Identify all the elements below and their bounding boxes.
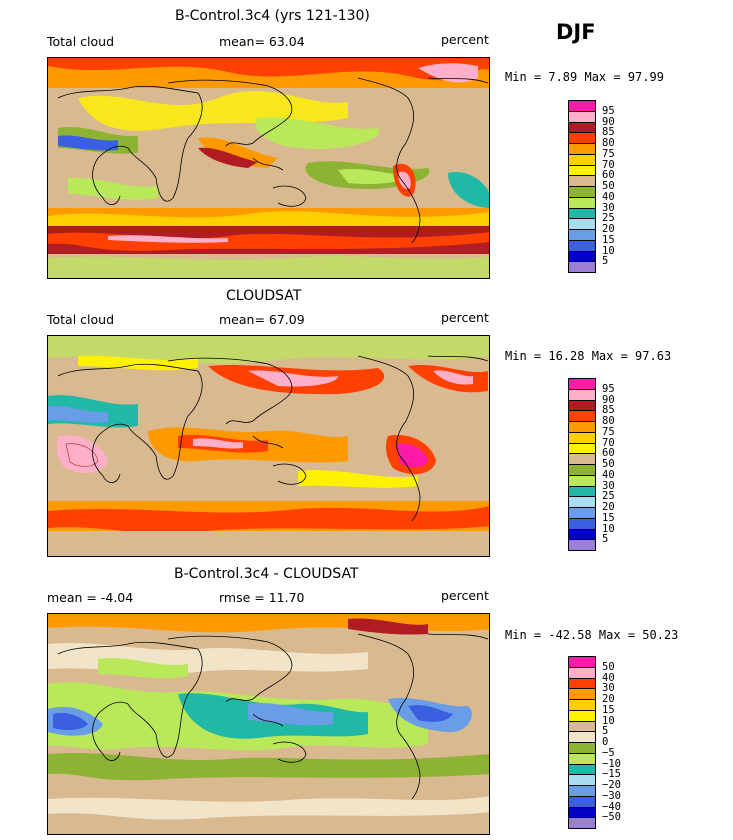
colorbar-level-label: 15 [602,511,615,524]
panel-minmax: Min = 16.28 Max = 97.63 [505,349,672,363]
map-model-field [48,58,489,278]
panel-minmax: Min = 7.89 Max = 97.99 [505,70,664,84]
colorbar-level-label: 5 [602,533,609,546]
colorbar-level-label: −15 [602,768,621,781]
panel-units: percent [441,310,489,325]
colorbar-swatch [568,817,596,829]
colorbar-level-label: 90 [602,393,615,406]
panel-center-label: rmse = 11.70 [219,590,305,605]
colorbar-level-label: 0 [602,736,609,748]
colorbar-level-label: 10 [602,714,615,727]
panel-minmax: Min = -42.58 Max = 50.23 [505,628,679,642]
colorbar-level-label: 60 [602,447,615,460]
colorbar-level-label: 5 [602,255,609,268]
map-diff-field [48,614,489,834]
colorbar-level-label: 85 [602,404,615,417]
colorbar-level-label: 40 [602,671,615,684]
colorbar-level-label: 20 [602,501,615,513]
map-obs [47,335,490,557]
colorbar-level-label: 5 [602,725,609,738]
colorbar-level-label: 80 [602,137,615,149]
colorbar-level-label: 50 [602,660,615,673]
colorbar-level-label: 40 [602,190,615,203]
colorbar-swatch [568,261,596,273]
colorbar-level-label: 10 [602,244,615,257]
panel-title: CLOUDSAT [226,288,302,304]
colorbar-level-label: 30 [602,201,615,214]
panel-units: percent [441,32,489,47]
colorbar-level-label: −30 [602,789,621,802]
colorbar-level-label: 70 [602,158,615,171]
colorbar-level-label: 40 [602,468,615,481]
colorbar-level-label: 25 [602,212,615,225]
colorbar-level-label: 70 [602,436,615,449]
colorbar-level-label: 15 [602,233,615,246]
colorbar-level-label: −10 [602,757,621,770]
colorbar-level-label: 85 [602,126,615,139]
colorbar-level-label: 25 [602,490,615,503]
colorbar-level-label: 50 [602,458,615,470]
colorbar-level-label: 10 [602,522,615,535]
colorbar-level-label: 75 [602,425,615,438]
colorbar-obs: 95 90 85 80 75 70 60 50 40 30 25 20 15 10 5 [568,378,615,551]
map-diff [47,613,490,835]
colorbar-level-label: −20 [602,779,621,791]
panel-left-label: mean = -4.04 [47,590,134,605]
colorbar-level-label: 15 [602,703,615,716]
colorbar-level-label: −5 [602,746,615,759]
colorbar-level-label: 60 [602,169,615,182]
colorbar-level-label: 95 [602,382,615,395]
colorbar-level-label: −40 [602,800,621,813]
colorbar-level-label: 30 [602,479,615,492]
colorbar-diff: 50 40 30 20 15 10 5 0 −5 −10 −15 −20 −30 −40 −50 [568,656,621,829]
map-obs-field [48,336,489,556]
colorbar-model: 95 90 85 80 75 70 60 50 40 30 25 20 15 10 5 [568,100,615,273]
map-model [47,57,490,279]
season-label: DJF [556,20,596,44]
panel-center-label: mean= 63.04 [219,34,305,49]
panel-units: percent [441,588,489,603]
colorbar-level-label: 20 [602,693,615,705]
panel-left-label: Total cloud [47,34,115,49]
colorbar-swatch [568,539,596,551]
panel-left-label: Total cloud [47,312,115,327]
colorbar-level-label: 50 [602,180,615,192]
panel-title: B-Control.3c4 (yrs 121-130) [175,8,370,24]
colorbar-level-label: 20 [602,223,615,235]
colorbar-level-label: 30 [602,682,615,695]
panel-title: B-Control.3c4 - CLOUDSAT [174,566,359,582]
panel-center-label: mean= 67.09 [219,312,305,327]
colorbar-level-label: 95 [602,104,615,117]
colorbar-level-label: 90 [602,115,615,128]
colorbar-level-label: −50 [602,811,621,824]
colorbar-level-label: 80 [602,415,615,427]
colorbar-level-label: 75 [602,147,615,160]
